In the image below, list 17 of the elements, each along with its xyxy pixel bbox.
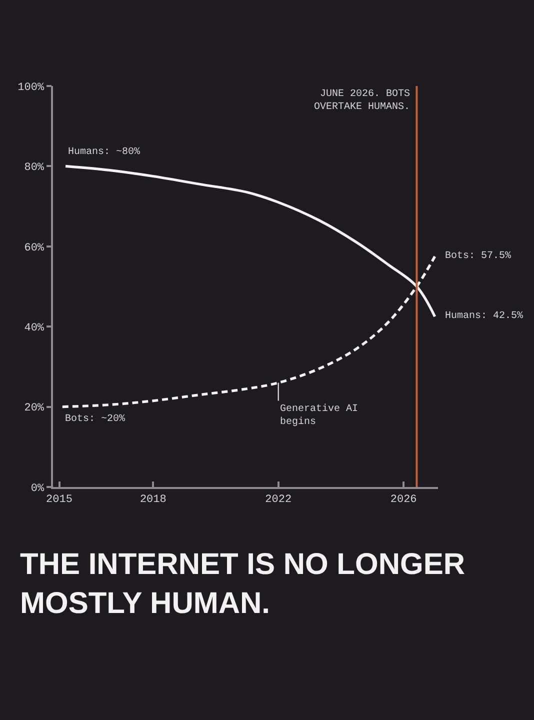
x-tick-label: 2022 bbox=[265, 494, 292, 506]
y-tick-label: 40% bbox=[24, 322, 44, 334]
y-tick-label: 0% bbox=[30, 482, 44, 495]
x-tick-label: 2018 bbox=[140, 494, 166, 506]
x-tick-label: 2026 bbox=[390, 494, 417, 506]
y-tick-label: 100% bbox=[18, 82, 44, 94]
x-tick-label: 2015 bbox=[46, 494, 72, 506]
y-tick-label: 20% bbox=[24, 402, 44, 415]
annotation: Humans: ~80% bbox=[68, 147, 140, 158]
y-tick-label: 60% bbox=[24, 242, 44, 254]
annotation: Bots: 57.5% bbox=[445, 251, 512, 262]
annotation: Generative AI begins bbox=[280, 403, 358, 428]
annotation: Bots: ~20% bbox=[65, 414, 126, 425]
ref-line-label: JUNE 2026. BOTS OVERTAKE HUMANS. bbox=[314, 89, 410, 113]
text: THE INTERNET IS NO LONGER MOSTLY HUMAN. bbox=[20, 548, 466, 620]
annotation: Humans: 42.5% bbox=[445, 311, 524, 322]
y-tick-label: 80% bbox=[24, 162, 44, 174]
